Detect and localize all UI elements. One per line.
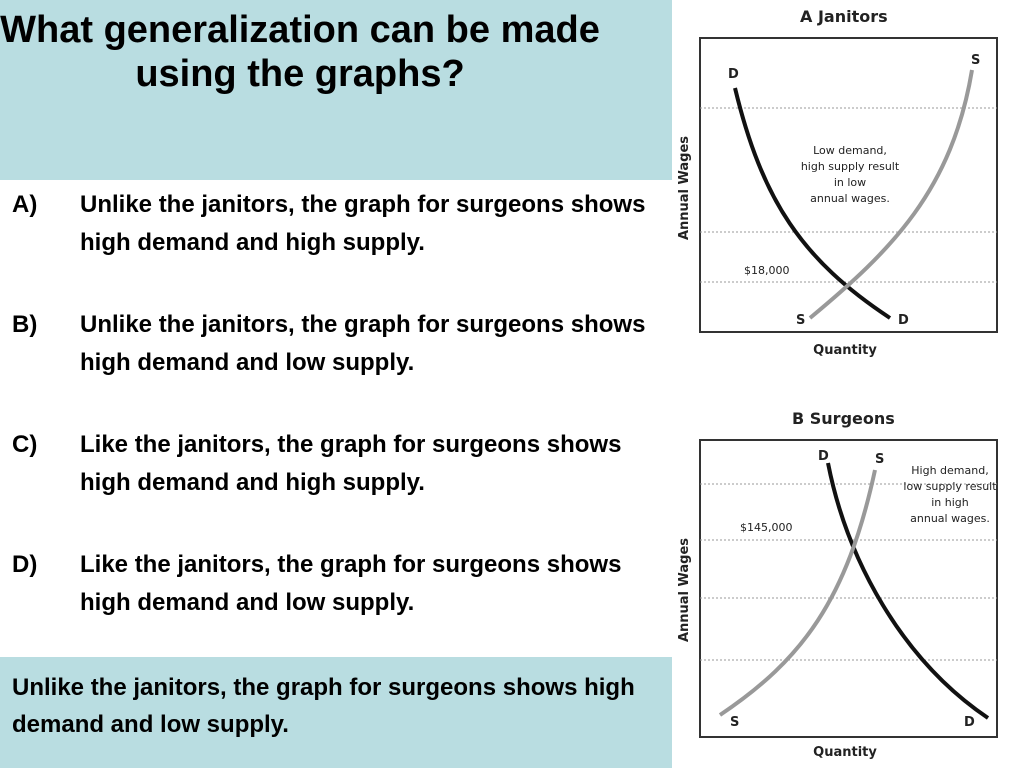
graph-frame	[699, 439, 998, 738]
graph-frame	[699, 37, 998, 333]
x-axis-label: Quantity	[813, 343, 877, 358]
supply-curve	[808, 69, 974, 320]
wage-label: $145,000	[740, 521, 793, 534]
graphs: A Janitors Annual Wages Quantity D S S D…	[677, 7, 998, 760]
option-letter: C)	[12, 431, 38, 458]
option-letter: A)	[12, 191, 38, 218]
graph-title: B Surgeons	[792, 409, 895, 428]
option-text: Unlike the janitors, the graph for surge…	[80, 311, 646, 376]
annotation-line: annual wages.	[910, 512, 990, 525]
option: C) Like the janitors, the graph for surg…	[0, 426, 672, 546]
demand-label: D	[818, 449, 829, 464]
wage-label: $18,000	[744, 264, 790, 277]
annotation-line: high supply result	[801, 160, 900, 173]
x-axis-label: Quantity	[813, 745, 877, 760]
demand-label: D	[964, 715, 975, 730]
annotation-line: low supply result	[903, 480, 997, 493]
graph-janitors: A Janitors Annual Wages Quantity D S S D…	[677, 7, 998, 358]
demand-label: D	[728, 67, 739, 82]
answer-panel: Unlike the janitors, the graph for surge…	[0, 657, 672, 768]
option-letter: D)	[12, 551, 38, 578]
answer-text: Unlike the janitors, the graph for surge…	[12, 674, 635, 738]
supply-label: S	[730, 715, 739, 730]
option-text: Unlike the janitors, the graph for surge…	[80, 191, 646, 256]
annotation-line: Low demand,	[813, 144, 887, 157]
annotation-line: High demand,	[911, 464, 988, 477]
option: B) Unlike the janitors, the graph for su…	[0, 306, 672, 426]
supply-label: S	[875, 452, 884, 467]
option: A) Unlike the janitors, the graph for su…	[0, 186, 672, 306]
graph-surgeons: B Surgeons Annual Wages Quantity D S S D…	[677, 409, 998, 760]
graph-title: A Janitors	[800, 7, 888, 26]
option-text: Like the janitors, the graph for surgeon…	[80, 551, 622, 616]
y-axis-label: Annual Wages	[677, 538, 692, 642]
annotation-line: in low	[834, 176, 866, 189]
supply-label: S	[796, 313, 805, 328]
title-panel: What generalization can be made using th…	[0, 0, 672, 180]
demand-curve	[733, 87, 892, 320]
option: D) Like the janitors, the graph for surg…	[0, 546, 672, 656]
y-axis-label: Annual Wages	[677, 136, 692, 240]
option-letter: B)	[12, 311, 38, 338]
question-title: What generalization can be made using th…	[0, 9, 600, 95]
annotation-line: in high	[931, 496, 969, 509]
annotation-line: annual wages.	[810, 192, 890, 205]
demand-curve	[826, 462, 990, 720]
option-text: Like the janitors, the graph for surgeon…	[80, 431, 622, 496]
demand-label: D	[898, 313, 909, 328]
supply-label: S	[971, 53, 980, 68]
supply-curve	[718, 469, 877, 717]
